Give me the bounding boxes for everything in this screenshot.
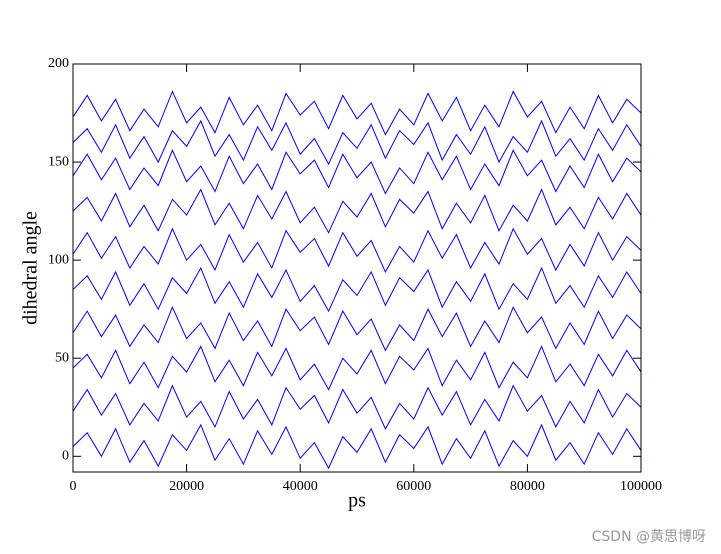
data-line <box>72 90 642 136</box>
plot-frame <box>72 63 642 473</box>
x-tick-label: 60000 <box>396 479 431 494</box>
data-line <box>72 345 642 391</box>
x-tick-label: 0 <box>70 479 77 494</box>
y-tick-label: 100 <box>48 252 69 267</box>
data-line <box>72 305 642 352</box>
y-tick-label: 0 <box>62 449 69 464</box>
data-line <box>72 149 642 195</box>
x-tick-label: 40000 <box>283 479 318 494</box>
y-tick-label: 200 <box>48 56 69 71</box>
data-line <box>72 384 642 430</box>
data-line <box>72 423 642 470</box>
data-line <box>72 266 642 313</box>
x-tick-label: 80000 <box>510 479 545 494</box>
data-line <box>72 188 642 234</box>
x-tick-label: 100000 <box>620 479 662 494</box>
x-tick-label: 20000 <box>169 479 204 494</box>
data-line <box>72 227 642 274</box>
y-axis-label: dihedral angle <box>20 211 42 325</box>
y-tick-label: 50 <box>55 350 69 365</box>
data-line <box>72 119 642 166</box>
watermark: CSDN @黄思博呀 <box>592 528 706 545</box>
x-axis-label: ps <box>348 490 366 512</box>
y-tick-label: 150 <box>48 154 69 169</box>
